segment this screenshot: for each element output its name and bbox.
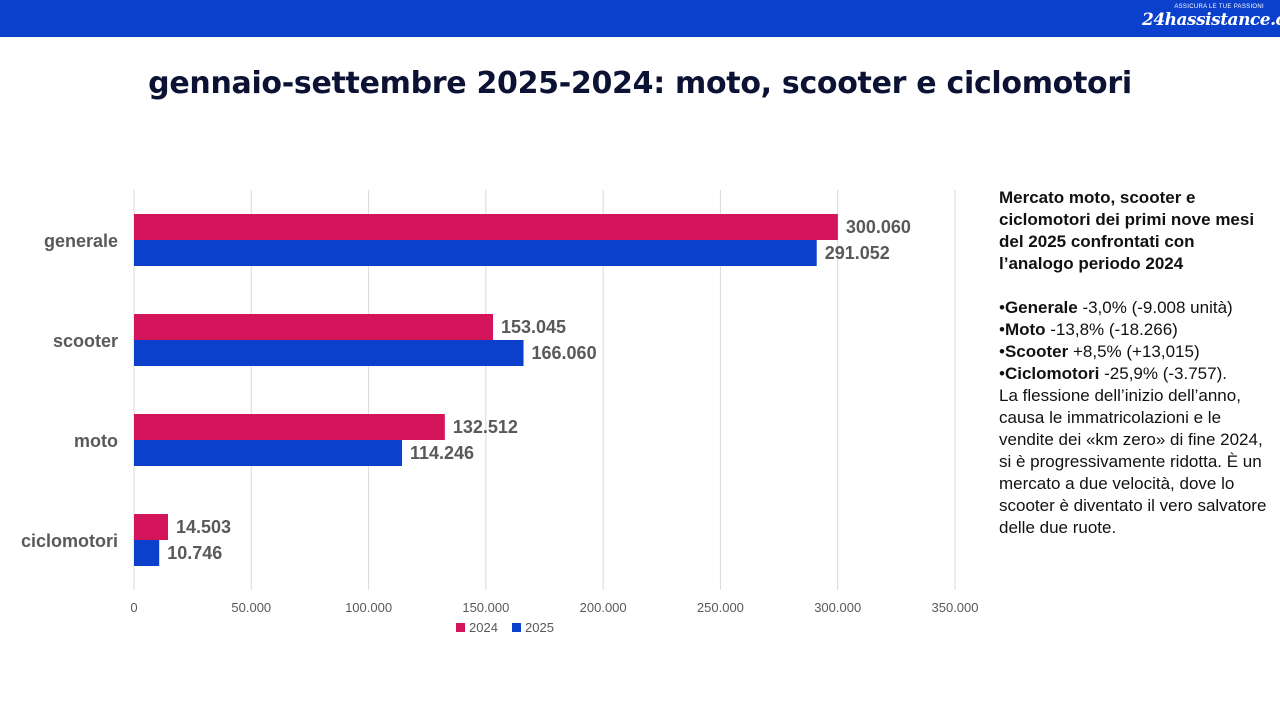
bullet-label: Scooter (1004, 342, 1069, 361)
commentary-bullet: •Generale -3,0% (-9.008 unità) (999, 297, 1269, 319)
bar-2024-scooter (134, 314, 493, 340)
data-label: 10.746 (167, 543, 222, 563)
legend-swatch-2024 (456, 623, 465, 632)
bullet-dot: • (999, 320, 1005, 339)
data-label: 153.045 (501, 317, 566, 337)
bars (134, 214, 838, 566)
bullet-text: -3,0% (-9.008 unità) (1077, 298, 1233, 317)
bar-2024-generale (134, 214, 838, 240)
bullet-text: +8,5% (+13,015) (1068, 342, 1200, 361)
bullet-dot: • (999, 298, 1005, 317)
bar-2025-scooter (134, 340, 524, 366)
legend-swatch-2025 (512, 623, 521, 632)
logo[interactable]: ASSICURA LE TUE PASSIONI 24hassistance.c… (1142, 3, 1280, 35)
bullet-label: Ciclomotori (1004, 364, 1100, 383)
legend-label: 2024 (469, 620, 498, 635)
category-label: scooter (53, 331, 118, 351)
data-labels: 300.060 291.052 153.045 166.060 132.512 114.2… (167, 217, 911, 563)
bullet-dot: • (999, 342, 1005, 361)
bullet-text: -13,8% (-18.266) (1045, 320, 1178, 339)
x-tick-label: 50.000 (231, 600, 271, 615)
x-tick-label: 300.000 (814, 600, 861, 615)
commentary-panel: Mercato moto, scooter e ciclomotori dei … (999, 187, 1269, 539)
data-label: 166.060 (532, 343, 597, 363)
data-label: 291.052 (825, 243, 890, 263)
data-label: 300.060 (846, 217, 911, 237)
bullet-label: Generale (1004, 298, 1078, 317)
bar-2025-moto (134, 440, 402, 466)
bar-2025-ciclomotori (134, 540, 160, 566)
data-label: 132.512 (453, 417, 518, 437)
data-label: 14.503 (176, 517, 231, 537)
commentary-bullet: •Moto -13,8% (-18.266) (999, 319, 1269, 341)
commentary-heading: Mercato moto, scooter e ciclomotori dei … (999, 188, 1255, 273)
header-bar: ASSICURA LE TUE PASSIONI 24hassistance.c… (0, 0, 1280, 37)
category-label: ciclomotori (21, 531, 118, 551)
bar-2024-ciclomotori (134, 514, 169, 540)
commentary-bullet: •Scooter +8,5% (+13,015) (999, 341, 1269, 363)
category-label: generale (44, 231, 118, 251)
legend: 2024 2025 (456, 620, 554, 635)
bullet-dot: • (999, 364, 1005, 383)
commentary-bullets: •Generale -3,0% (-9.008 unità) •Moto -13,… (999, 297, 1269, 385)
x-tick-label: 0 (130, 600, 137, 615)
x-tick-label: 250.000 (697, 600, 744, 615)
bar-2025-generale (134, 240, 817, 266)
bullet-text: -25,9% (-3.757). (1099, 364, 1227, 383)
page-title: gennaio-settembre 2025-2024: moto, scoot… (148, 66, 1132, 101)
data-label: 114.246 (410, 443, 474, 463)
logo-tagline: ASSICURA LE TUE PASSIONI (1174, 4, 1264, 10)
logo-text: 24hassistance.com (1142, 10, 1280, 30)
legend-label: 2025 (525, 620, 554, 635)
x-tick-label: 350.000 (932, 600, 979, 615)
category-label: moto (74, 431, 118, 451)
x-tick-label: 100.000 (345, 600, 392, 615)
commentary-bullet: •Ciclomotori -25,9% (-3.757). (999, 363, 1269, 385)
category-labels: generale scooter moto ciclomotori (21, 231, 118, 551)
bar-chart: generale scooter moto ciclomotori 300.060 29… (21, 190, 979, 635)
commentary-paragraph: La flessione dell’inizio dell’anno, caus… (999, 386, 1267, 537)
bar-2024-moto (134, 414, 445, 440)
bullet-label: Moto (1004, 320, 1046, 339)
x-tick-labels: 0 50.000 100.000 150.000 200.000 250.000 300.0… (130, 600, 978, 615)
x-tick-label: 200.000 (580, 600, 627, 615)
x-tick-label: 150.000 (462, 600, 509, 615)
